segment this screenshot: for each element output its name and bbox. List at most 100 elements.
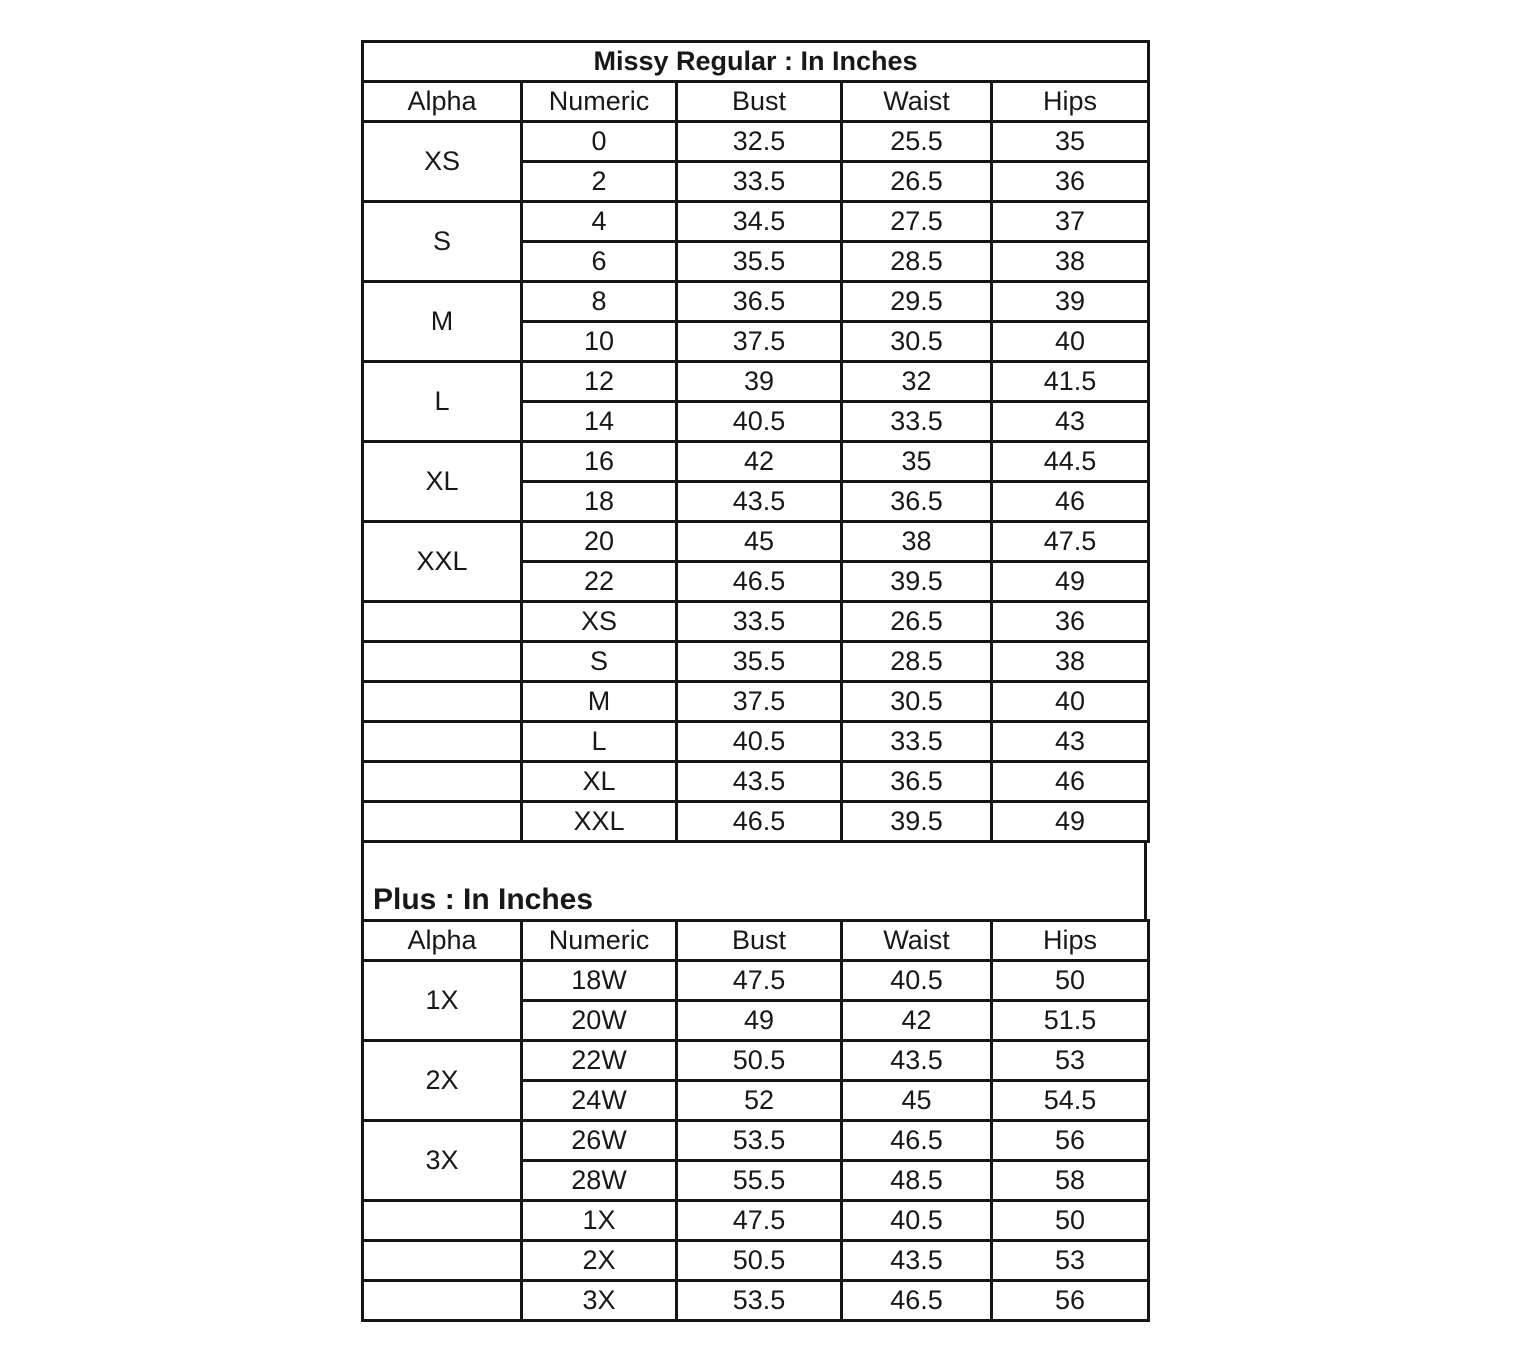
bust-cell: 34.5: [675, 200, 843, 243]
bust-cell: 53.5: [675, 1119, 843, 1162]
waist-cell: 43.5: [840, 1039, 993, 1082]
bust-cell: 47.5: [675, 959, 843, 1002]
table-row: 3X 26W 53.5 46.5 56: [361, 1119, 1150, 1202]
table-row: 22 46.5 39.5 49: [363, 560, 1151, 603]
numeric-cell: 4: [520, 200, 678, 243]
hips-cell: 53: [990, 1239, 1150, 1282]
table-row: 1X 47.5 40.5 50: [361, 1199, 1150, 1242]
numeric-cell: 8: [520, 280, 678, 323]
bust-cell: 40.5: [675, 400, 843, 443]
column-header-alpha: Alpha: [361, 919, 523, 962]
hips-cell: 49: [989, 560, 1151, 603]
numeric-cell: 22: [520, 560, 678, 603]
bust-cell: 47.5: [675, 1199, 843, 1242]
table-row: M 8 36.5 29.5 39: [361, 280, 1151, 363]
waist-cell: 30.5: [840, 680, 993, 723]
bust-cell: 43.5: [675, 480, 843, 523]
bust-cell: 53.5: [675, 1279, 843, 1322]
hips-cell: 46: [989, 480, 1151, 523]
column-header-bust: Bust: [675, 80, 843, 123]
alpha-size-cell: [361, 1279, 523, 1322]
table-row: 20W 49 42 51.5: [363, 999, 1150, 1042]
numeric-cell: M: [520, 680, 678, 723]
waist-cell: 36.5: [840, 480, 993, 523]
column-header-hips: Hips: [989, 80, 1151, 123]
alpha-size-cell: L: [361, 360, 523, 443]
table-row: 2 33.5 26.5 36: [363, 160, 1151, 203]
numeric-cell: L: [520, 720, 678, 763]
numeric-cell: 26W: [520, 1119, 678, 1162]
column-header-bust: Bust: [675, 919, 843, 962]
table-row: S 35.5 28.5 38: [361, 640, 1151, 683]
hips-cell: 35: [989, 120, 1151, 163]
numeric-cell: 6: [520, 240, 678, 283]
bust-cell: 37.5: [675, 320, 843, 363]
table-row: 18 43.5 36.5 46: [363, 480, 1151, 523]
waist-cell: 26.5: [840, 600, 993, 643]
numeric-cell: 14: [520, 400, 678, 443]
numeric-cell: 22W: [520, 1039, 678, 1082]
alpha-size-cell: XXL: [361, 520, 523, 603]
waist-cell: 28.5: [840, 240, 993, 283]
table-row: 2X 22W 50.5 43.5 53: [361, 1039, 1150, 1122]
size-chart: Missy Regular : In Inches Alpha Numeric Bus…: [360, 40, 1151, 1322]
table-row: 28W 55.5 48.5 58: [363, 1159, 1150, 1202]
waist-cell: 46.5: [840, 1119, 993, 1162]
bust-cell: 40.5: [675, 720, 843, 763]
hips-cell: 58: [990, 1159, 1150, 1202]
plus-size-table: Alpha Numeric Bust Waist Hips 1X 18W 47.5 40.5 50…: [361, 919, 1150, 1322]
numeric-cell: 16: [520, 440, 678, 483]
alpha-size-cell: [361, 1239, 523, 1282]
waist-cell: 27.5: [840, 200, 993, 243]
numeric-cell: 18: [520, 480, 678, 523]
hips-cell: 40: [989, 320, 1151, 363]
alpha-size-cell: XS: [361, 120, 523, 203]
alpha-size-cell: [361, 760, 523, 803]
numeric-cell: 3X: [520, 1279, 678, 1322]
bust-cell: 49: [675, 999, 843, 1042]
column-header-numeric: Numeric: [520, 80, 678, 123]
hips-cell: 43: [989, 400, 1151, 443]
hips-cell: 37: [989, 200, 1151, 243]
waist-cell: 30.5: [840, 320, 993, 363]
waist-cell: 40.5: [840, 1199, 993, 1242]
bust-cell: 50.5: [675, 1039, 843, 1082]
hips-cell: 54.5: [990, 1079, 1150, 1122]
hips-cell: 41.5: [989, 360, 1151, 403]
table-row: S 4 34.5 27.5 37: [361, 200, 1151, 283]
missy-regular-size-table: Missy Regular : In Inches Alpha Numeric Bus…: [360, 40, 1151, 843]
numeric-cell: 0: [520, 120, 678, 163]
column-header-waist: Waist: [840, 80, 993, 123]
numeric-cell: 2X: [520, 1239, 678, 1282]
hips-cell: 40: [989, 680, 1151, 723]
waist-cell: 39.5: [840, 800, 993, 843]
plus-table-title: Plus : In Inches: [373, 883, 594, 916]
alpha-size-cell: 2X: [361, 1039, 523, 1122]
table-row: 3X 53.5 46.5 56: [361, 1279, 1150, 1322]
numeric-cell: 12: [520, 360, 678, 403]
numeric-cell: 1X: [520, 1199, 678, 1242]
bust-cell: 46.5: [675, 800, 843, 843]
numeric-cell: XL: [520, 760, 678, 803]
column-header-waist: Waist: [840, 919, 993, 962]
hips-cell: 36: [989, 600, 1151, 643]
bust-cell: 35.5: [675, 640, 843, 683]
bust-cell: 55.5: [675, 1159, 843, 1202]
waist-cell: 46.5: [840, 1279, 993, 1322]
numeric-cell: 28W: [520, 1159, 678, 1202]
bust-cell: 45: [675, 520, 843, 563]
hips-cell: 56: [990, 1279, 1150, 1322]
alpha-size-cell: [361, 600, 523, 643]
alpha-size-cell: M: [361, 280, 523, 363]
table-row: 24W 52 45 54.5: [363, 1079, 1150, 1122]
bust-cell: 33.5: [675, 600, 843, 643]
waist-cell: 38: [840, 520, 993, 563]
bust-cell: 33.5: [675, 160, 843, 203]
numeric-cell: 10: [520, 320, 678, 363]
numeric-cell: 2: [520, 160, 678, 203]
alpha-size-cell: [361, 720, 523, 763]
hips-cell: 56: [990, 1119, 1150, 1162]
waist-cell: 43.5: [840, 1239, 993, 1282]
waist-cell: 45: [840, 1079, 993, 1122]
bust-cell: 32.5: [675, 120, 843, 163]
